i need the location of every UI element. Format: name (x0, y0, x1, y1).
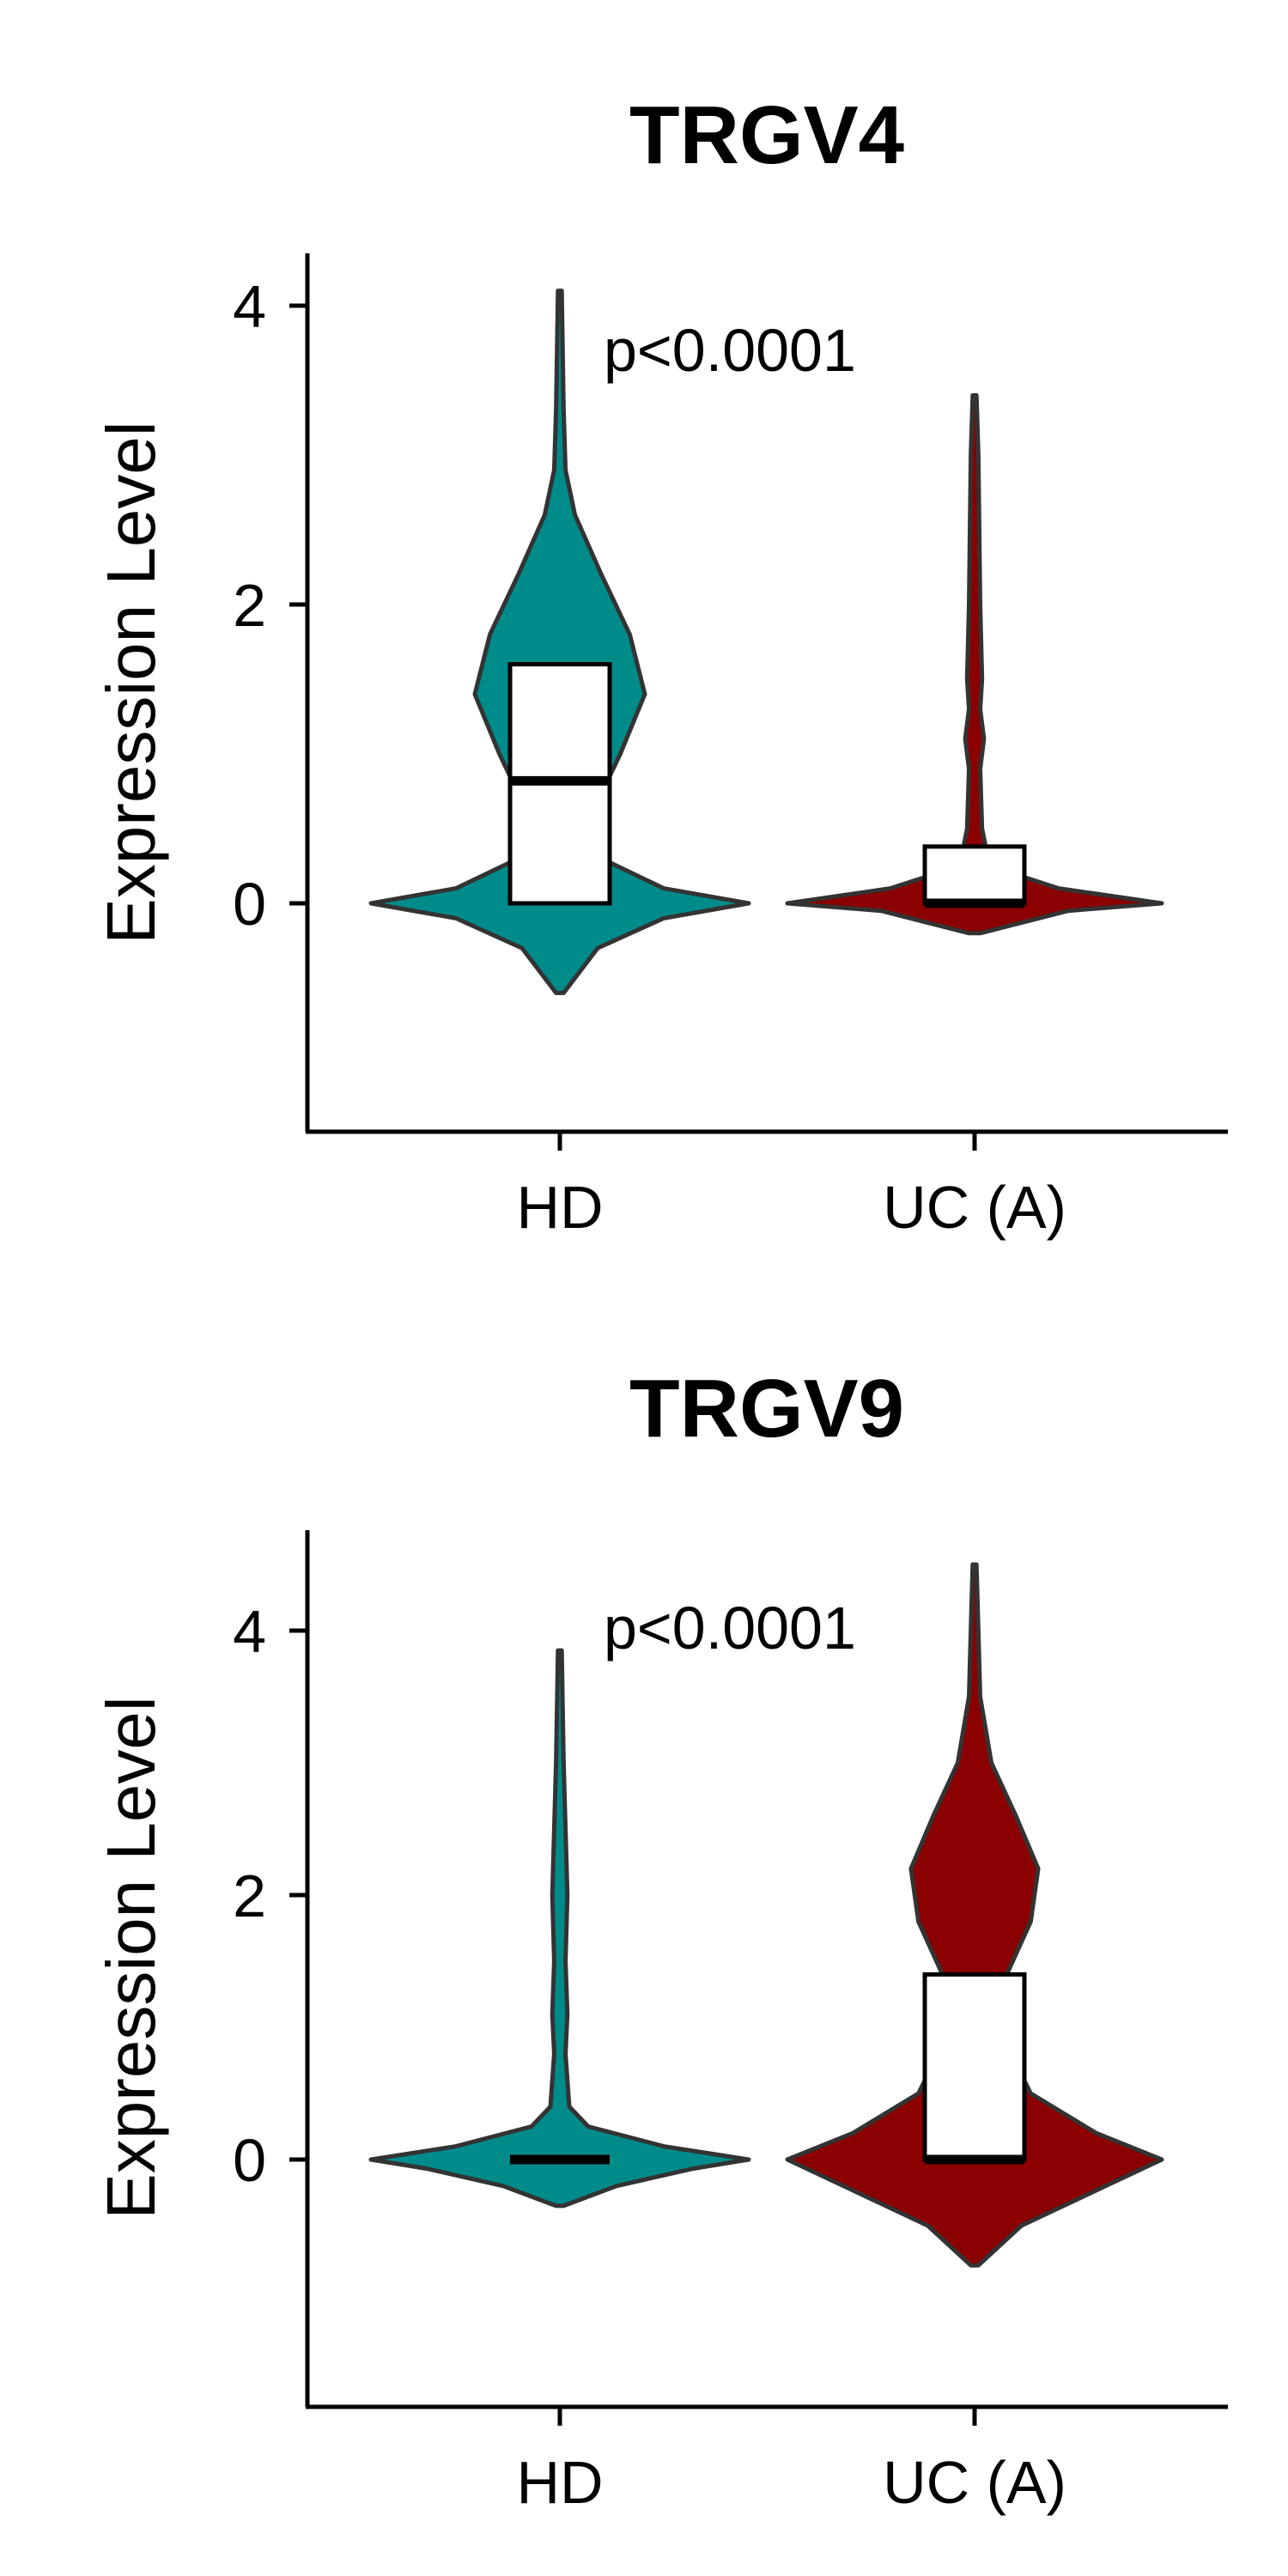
y-axis-label: Expression Level (93, 1696, 169, 2219)
y-tick-label: 2 (233, 1862, 266, 1929)
x-tick-label: UC (A) (883, 2449, 1066, 2516)
box-iqr (922, 1971, 1027, 2162)
violin-uc-a (785, 1562, 1164, 2268)
violin-hd (368, 1648, 751, 2208)
chart-panel-trgv4: TRGV4 Expression Level 4 2 0 HD UC (A) p<0.… (93, 89, 1228, 1241)
y-tick-label: 4 (233, 1598, 266, 1665)
y-tick-label: 2 (233, 572, 266, 639)
y-tick-label: 4 (233, 273, 266, 340)
y-tick-label: 0 (233, 2127, 266, 2194)
chart-title: TRGV4 (629, 89, 904, 181)
chart-title: TRGV9 (629, 1363, 904, 1455)
y-ticks: 4 2 0 (233, 273, 307, 938)
x-ticks: HD UC (A) (516, 1132, 1066, 1241)
violin-marks (368, 289, 1164, 995)
chart-panel-trgv9: TRGV9 Expression Level 4 2 0 HD UC (A) p<0.… (93, 1363, 1228, 2516)
box-iqr (922, 844, 1027, 906)
x-tick-label: HD (516, 1174, 603, 1241)
violin-marks (368, 1562, 1164, 2268)
x-tick-label: UC (A) (883, 1174, 1066, 1241)
p-value-annotation: p<0.0001 (604, 1595, 856, 1662)
y-ticks: 4 2 0 (233, 1598, 307, 2194)
x-ticks: HD UC (A) (516, 2407, 1066, 2516)
y-axis-label: Expression Level (93, 421, 169, 944)
y-tick-label: 0 (233, 871, 266, 938)
x-tick-label: HD (516, 2449, 603, 2516)
p-value-annotation: p<0.0001 (604, 317, 856, 384)
